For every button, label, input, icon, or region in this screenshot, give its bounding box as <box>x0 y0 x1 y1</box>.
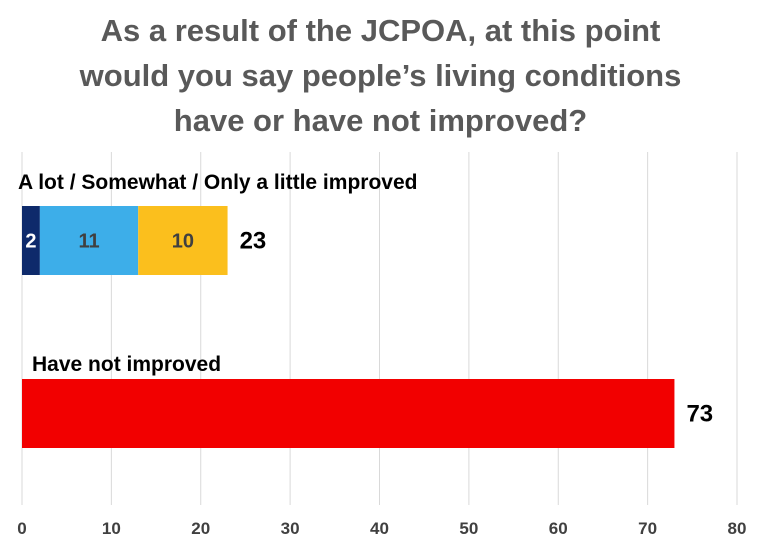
total-label: 73 <box>686 401 713 428</box>
chart-title-line-1: As a result of the JCPOA, at this point <box>100 13 661 48</box>
chart-title-line-3: have or have not improved? <box>173 103 588 138</box>
data-label: 11 <box>78 231 99 253</box>
x-tick-label: 10 <box>102 519 121 538</box>
data-label: 10 <box>172 231 194 253</box>
data-label: 2 <box>25 231 36 253</box>
bar-segment <box>22 379 675 448</box>
x-tick-label: 30 <box>281 519 300 538</box>
x-tick-label: 20 <box>191 519 210 538</box>
total-label: 23 <box>240 228 267 255</box>
x-tick-label: 0 <box>17 519 26 538</box>
bar-segment <box>138 206 228 275</box>
chart-title: As a result of the JCPOA, at this point … <box>0 8 761 143</box>
bar-segment <box>39 206 139 275</box>
chart-title-line-2: would you say people’s living conditions <box>79 58 682 93</box>
category-label: A lot / Somewhat / Only a little improve… <box>18 171 417 194</box>
x-tick-label: 40 <box>370 519 389 538</box>
x-tick-label: 50 <box>459 519 478 538</box>
x-tick-label: 60 <box>549 519 568 538</box>
x-tick-label: 80 <box>728 519 747 538</box>
category-label: Have not improved <box>32 353 221 376</box>
x-tick-label: 70 <box>638 519 657 538</box>
bar-segment <box>22 206 40 275</box>
